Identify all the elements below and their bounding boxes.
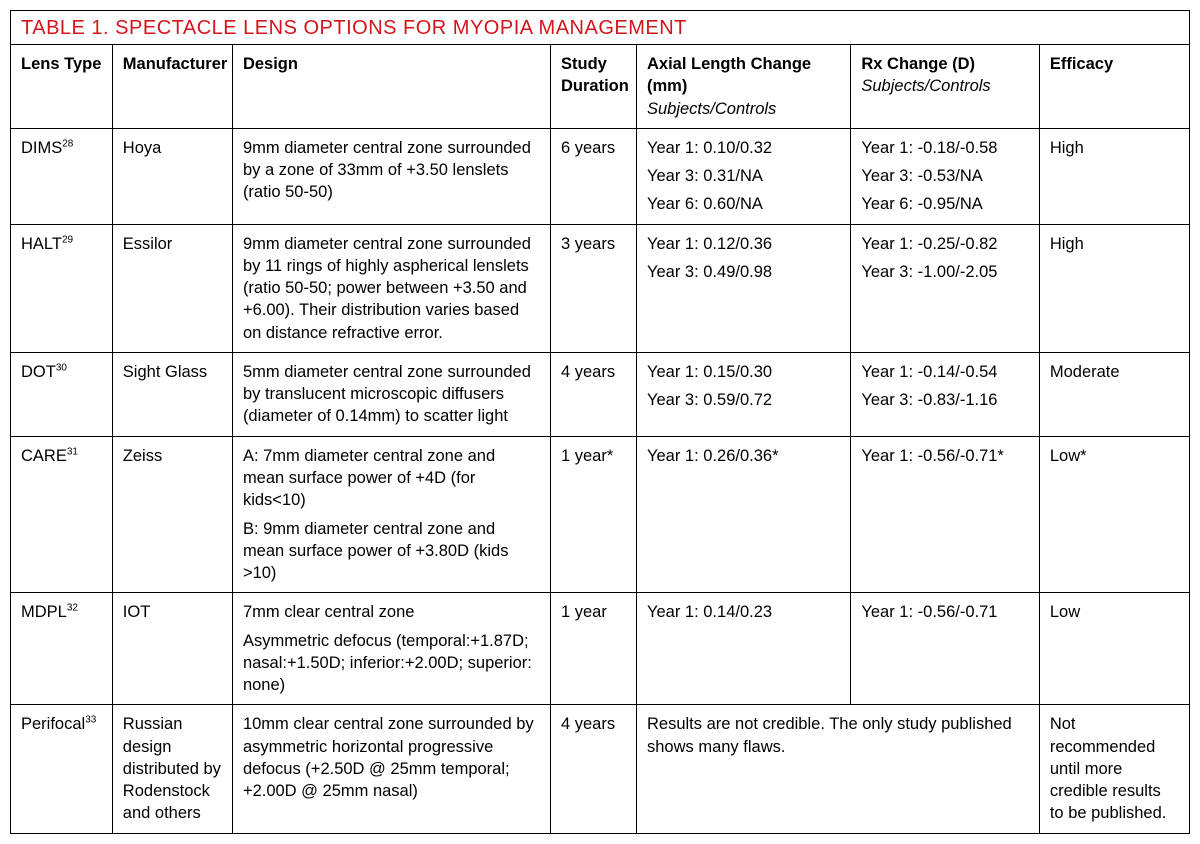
col-efficacy: Efficacy: [1039, 45, 1189, 129]
cell-duration: 3 years: [551, 224, 637, 352]
col-rx: Rx Change (D) Subjects/Controls: [851, 45, 1039, 129]
cell-lens-type: CARE31: [11, 436, 112, 593]
cell-efficacy: Not recommended until more credible resu…: [1039, 705, 1189, 833]
cell-design: 10mm clear central zone surrounded by as…: [232, 705, 550, 833]
table-row: DOT30Sight Glass5mm diameter central zon…: [11, 352, 1189, 436]
cell-lens-type: HALT29: [11, 224, 112, 352]
cell-lens-type: MDPL32: [11, 593, 112, 705]
col-axial-sub: Subjects/Controls: [647, 98, 840, 120]
col-rx-sub: Subjects/Controls: [861, 75, 1028, 97]
cell-design: 9mm diameter central zone surrounded by …: [232, 128, 550, 224]
col-axial: Axial Length Change (mm) Subjects/Contro…: [636, 45, 850, 129]
cell-efficacy: High: [1039, 128, 1189, 224]
cell-duration: 4 years: [551, 705, 637, 833]
cell-duration: 6 years: [551, 128, 637, 224]
cell-efficacy: Low: [1039, 593, 1189, 705]
col-manufacturer: Manufacturer: [112, 45, 232, 129]
table-row: CARE31ZeissA: 7mm diameter central zone …: [11, 436, 1189, 593]
table-row: DIMS28Hoya9mm diameter central zone surr…: [11, 128, 1189, 224]
table-row: HALT29Essilor9mm diameter central zone s…: [11, 224, 1189, 352]
cell-manufacturer: Sight Glass: [112, 352, 232, 436]
cell-duration: 1 year*: [551, 436, 637, 593]
cell-design: A: 7mm diameter central zone and mean su…: [232, 436, 550, 593]
col-rx-main: Rx Change (D): [861, 53, 1028, 75]
cell-efficacy: High: [1039, 224, 1189, 352]
cell-manufacturer: Hoya: [112, 128, 232, 224]
cell-rx: Year 1: -0.56/-0.71: [851, 593, 1039, 705]
table-row: MDPL32IOT7mm clear central zoneAsymmetri…: [11, 593, 1189, 705]
col-axial-main: Axial Length Change (mm): [647, 53, 840, 98]
cell-efficacy: Moderate: [1039, 352, 1189, 436]
cell-efficacy: Low*: [1039, 436, 1189, 593]
cell-rx: Year 1: -0.25/-0.82Year 3: -1.00/-2.05: [851, 224, 1039, 352]
cell-lens-type: DIMS28: [11, 128, 112, 224]
table-container: TABLE 1. SPECTACLE LENS OPTIONS FOR MYOP…: [10, 10, 1190, 834]
table-title: TABLE 1. SPECTACLE LENS OPTIONS FOR MYOP…: [11, 11, 1189, 44]
col-lens-type: Lens Type: [11, 45, 112, 129]
cell-axial: Year 1: 0.10/0.32Year 3: 0.31/NAYear 6: …: [636, 128, 850, 224]
header-row: Lens Type Manufacturer Design Study Dura…: [11, 45, 1189, 129]
cell-design: 5mm diameter central zone surrounded by …: [232, 352, 550, 436]
cell-lens-type: DOT30: [11, 352, 112, 436]
col-duration: Study Duration: [551, 45, 637, 129]
cell-duration: 4 years: [551, 352, 637, 436]
cell-design: 7mm clear central zoneAsymmetric defocus…: [232, 593, 550, 705]
lens-table: Lens Type Manufacturer Design Study Dura…: [11, 44, 1189, 833]
cell-rx: Year 1: -0.56/-0.71*: [851, 436, 1039, 593]
cell-manufacturer: Essilor: [112, 224, 232, 352]
cell-axial-rx-merged: Results are not credible. The only study…: [636, 705, 1039, 833]
cell-duration: 1 year: [551, 593, 637, 705]
cell-axial: Year 1: 0.15/0.30Year 3: 0.59/0.72: [636, 352, 850, 436]
cell-lens-type: Perifocal33: [11, 705, 112, 833]
cell-axial: Year 1: 0.14/0.23: [636, 593, 850, 705]
cell-design: 9mm diameter central zone surrounded by …: [232, 224, 550, 352]
cell-manufacturer: Zeiss: [112, 436, 232, 593]
table-body: DIMS28Hoya9mm diameter central zone surr…: [11, 128, 1189, 832]
col-design: Design: [232, 45, 550, 129]
cell-axial: Year 1: 0.26/0.36*: [636, 436, 850, 593]
cell-manufacturer: IOT: [112, 593, 232, 705]
cell-manufacturer: Russian design distributed by Rodenstock…: [112, 705, 232, 833]
table-row: Perifocal33Russian design distributed by…: [11, 705, 1189, 833]
cell-rx: Year 1: -0.14/-0.54Year 3: -0.83/-1.16: [851, 352, 1039, 436]
cell-rx: Year 1: -0.18/-0.58Year 3: -0.53/NAYear …: [851, 128, 1039, 224]
cell-axial: Year 1: 0.12/0.36Year 3: 0.49/0.98: [636, 224, 850, 352]
